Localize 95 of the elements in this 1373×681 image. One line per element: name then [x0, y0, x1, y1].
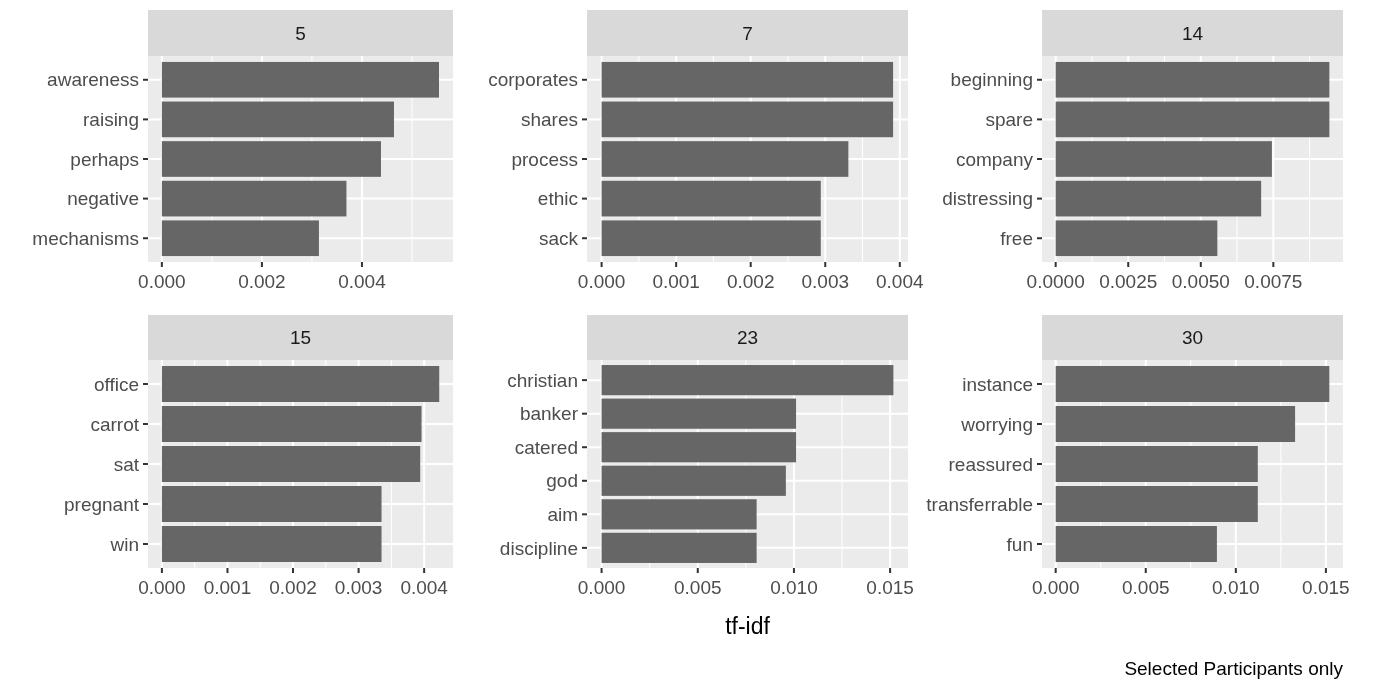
chart-title: 30: [1181, 327, 1204, 349]
bar: [601, 398, 797, 429]
y-tick-label: spare: [985, 109, 1033, 131]
y-tick-label: fun: [1006, 533, 1033, 555]
x-tick-label: 0.0025: [1099, 271, 1158, 292]
chart-title: 5: [295, 22, 306, 44]
x-tick-label: 0.0075: [1244, 271, 1303, 292]
bar: [161, 526, 382, 562]
x-tick-label: 0.000: [577, 271, 626, 292]
y-tick-label: ethic: [537, 188, 578, 210]
bar: [601, 141, 849, 177]
bar: [161, 61, 439, 98]
y-tick-label: pregnant: [63, 493, 140, 515]
x-tick-label: 0.005: [1121, 577, 1170, 598]
y-tick-label: win: [109, 533, 139, 555]
x-tick-label: 0.004: [876, 271, 925, 292]
bar: [601, 180, 821, 217]
y-tick-label: catered: [514, 436, 578, 458]
bar: [1055, 406, 1296, 442]
x-tick-label: 0.003: [334, 577, 383, 598]
y-tick-label: reassured: [948, 453, 1033, 475]
y-tick-label: corporates: [488, 69, 578, 91]
bar: [161, 486, 382, 522]
x-tick-label: 0.010: [1212, 577, 1260, 598]
y-tick-label: discipline: [499, 537, 578, 559]
bar: [1055, 486, 1258, 522]
x-tick-label: 0.002: [238, 271, 286, 292]
text: Selected Participants only: [1124, 658, 1344, 679]
y-tick-label: awareness: [47, 69, 139, 91]
x-tick-label: 0.0050: [1171, 271, 1230, 292]
x-tick-label: 0.003: [801, 271, 850, 292]
x-tick-label: 0.004: [400, 577, 449, 598]
bar: [1055, 101, 1330, 138]
y-tick-label: shares: [520, 109, 578, 131]
bar: [1055, 366, 1330, 402]
x-tick-label: 0.015: [866, 577, 914, 598]
y-tick-label: free: [1000, 227, 1033, 249]
bar: [601, 365, 894, 396]
y-tick-label: distressing: [942, 188, 1033, 210]
bar: [601, 432, 797, 463]
y-tick-label: office: [93, 373, 139, 395]
y-tick-label: beginning: [950, 69, 1033, 91]
y-tick-label: raising: [83, 109, 139, 131]
x-tick-label: 0.004: [338, 271, 387, 292]
y-tick-label: carrot: [90, 413, 140, 435]
bar: [1055, 220, 1218, 257]
y-tick-label: god: [546, 470, 578, 492]
bar: [601, 101, 894, 138]
x-tick-label: 0.005: [673, 577, 722, 598]
bar: [161, 366, 440, 402]
bar: [161, 180, 347, 217]
y-tick-label: sack: [538, 227, 579, 249]
chart-title: 15: [289, 327, 312, 349]
x-tick-label: 0.015: [1302, 577, 1350, 598]
x-tick-label: 0.000: [138, 271, 186, 292]
chart-title: 14: [1181, 22, 1204, 44]
bar: [161, 101, 394, 138]
y-tick-label: process: [511, 148, 578, 170]
bar: [1055, 446, 1258, 482]
y-tick-label: banker: [519, 403, 579, 425]
bar: [601, 61, 894, 98]
x-tick-label: 0.001: [203, 577, 252, 598]
bar: [161, 406, 422, 442]
x-tick-label: 0.000: [138, 577, 186, 598]
x-tick-label: 0.000: [577, 577, 626, 598]
bar: [1055, 141, 1272, 177]
x-axis-title: tf-idf: [725, 613, 771, 639]
bar: [1055, 526, 1217, 562]
x-tick-label: 0.010: [770, 577, 818, 598]
x-tick-label: 0.000: [1031, 577, 1080, 598]
bar: [1055, 180, 1262, 217]
y-tick-label: sat: [113, 453, 140, 475]
y-tick-label: mechanisms: [32, 227, 139, 249]
x-tick-label: 0.002: [726, 271, 775, 292]
bar: [601, 220, 821, 257]
y-tick-label: transferrable: [926, 493, 1033, 515]
y-tick-label: worrying: [960, 413, 1033, 435]
x-tick-label: 0.002: [269, 577, 317, 598]
y-tick-label: christian: [507, 369, 578, 391]
bar: [161, 446, 421, 482]
bar: [601, 532, 757, 563]
chart-title: 23: [736, 327, 759, 349]
x-tick-label: 0.0000: [1026, 271, 1085, 292]
y-tick-label: perhaps: [70, 148, 139, 170]
chart-title: 7: [742, 22, 753, 44]
y-tick-label: negative: [67, 188, 139, 210]
bar: [601, 499, 757, 530]
y-tick-label: company: [955, 148, 1034, 170]
x-tick-label: 0.001: [652, 271, 700, 292]
bar: [161, 220, 319, 257]
bar: [1055, 61, 1330, 98]
y-tick-label: instance: [962, 373, 1033, 395]
y-tick-label: aim: [547, 503, 578, 525]
bar: [161, 141, 381, 177]
bar: [601, 465, 786, 496]
